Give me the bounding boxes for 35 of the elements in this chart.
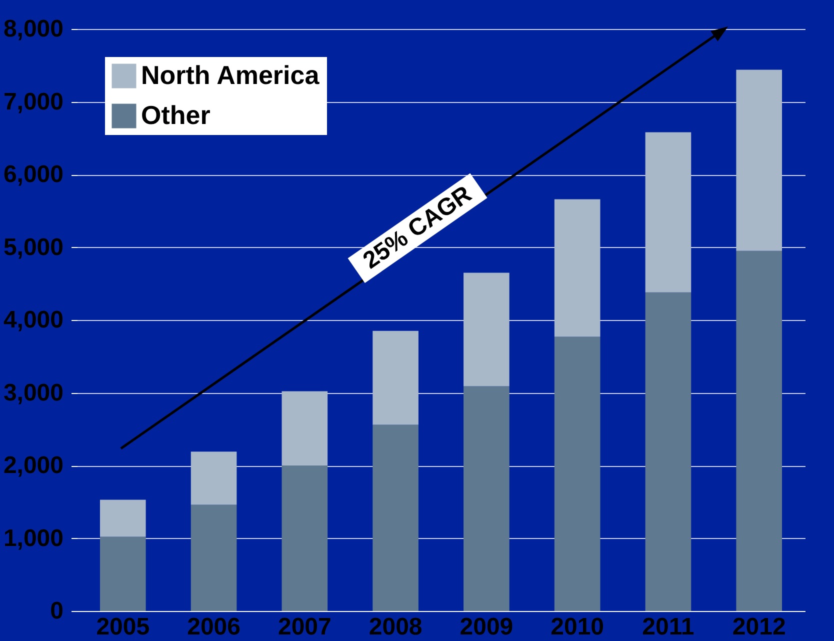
y-tick-label: 1,000 xyxy=(3,524,64,552)
bar xyxy=(736,70,782,251)
bar xyxy=(282,466,328,611)
y-tick-label: 8,000 xyxy=(3,16,64,42)
x-tick-label: 2011 xyxy=(642,614,694,640)
y-tick-label: 7,000 xyxy=(3,88,64,116)
bar xyxy=(554,199,600,337)
y-tick-label: 4,000 xyxy=(3,306,64,334)
bar xyxy=(372,424,418,611)
x-tick-label: 2012 xyxy=(732,614,786,640)
bar xyxy=(645,132,692,292)
x-tick-label: 2006 xyxy=(187,614,240,640)
y-tick-label: 3,000 xyxy=(3,379,64,406)
bar xyxy=(736,250,782,611)
bar xyxy=(190,504,237,611)
x-tick-label: 2005 xyxy=(96,614,150,640)
y-tick-label: 5,000 xyxy=(3,234,64,261)
x-tick-label: 2009 xyxy=(460,614,514,640)
x-tick-label: 2007 xyxy=(278,614,332,640)
bar xyxy=(464,386,510,611)
bar xyxy=(100,500,146,537)
bar xyxy=(464,272,510,386)
bar xyxy=(372,330,418,425)
x-tick-label: 2010 xyxy=(550,614,604,640)
y-tick-label: 6,000 xyxy=(3,161,64,188)
x-tick-label: 2008 xyxy=(368,614,422,640)
bar xyxy=(282,391,328,466)
bar xyxy=(100,536,146,611)
y-tick-label: 2,000 xyxy=(3,452,64,479)
legend-label: Other xyxy=(141,100,210,130)
legend-label: North America xyxy=(141,60,320,90)
y-tick-label: 0 xyxy=(50,598,64,624)
bar xyxy=(645,292,692,611)
bar xyxy=(554,336,600,611)
bar xyxy=(190,452,237,505)
